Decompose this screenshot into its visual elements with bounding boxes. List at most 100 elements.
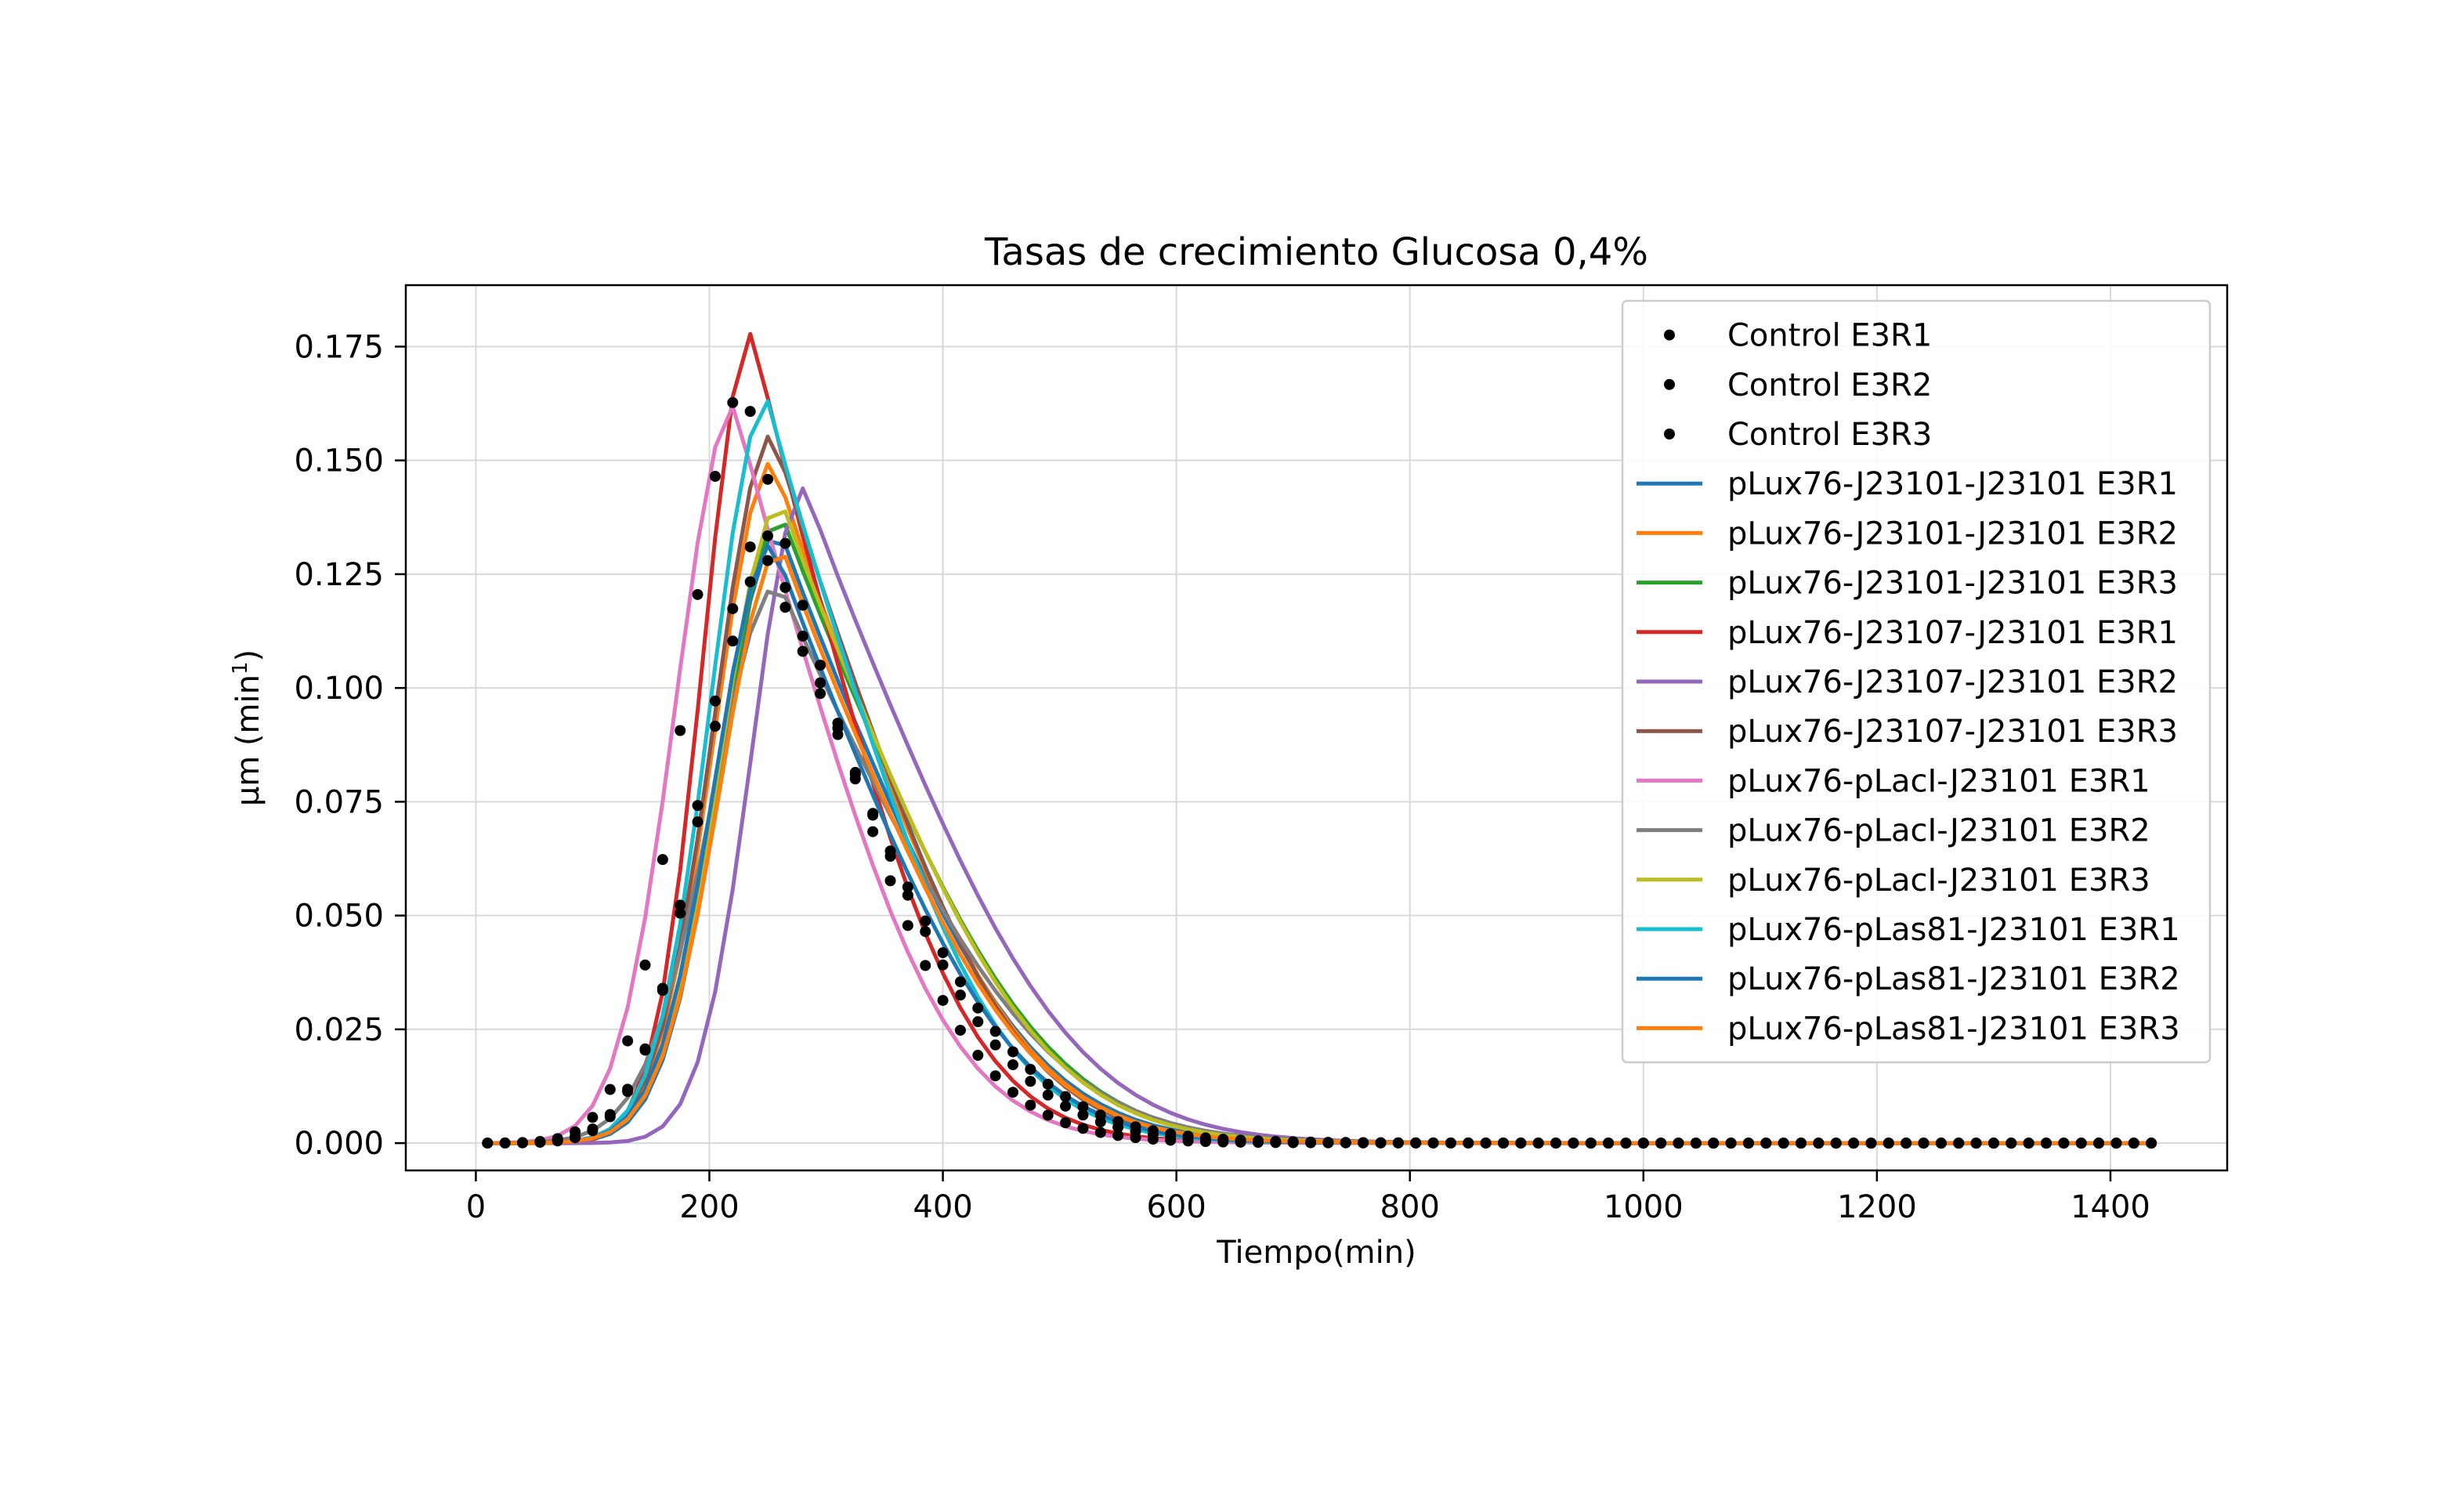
- legend-label: Control E3R3: [1727, 417, 1932, 453]
- data-point: [920, 915, 931, 927]
- data-point: [675, 907, 686, 919]
- data-point: [639, 959, 651, 971]
- data-point: [1007, 1046, 1018, 1058]
- data-point: [1480, 1138, 1492, 1149]
- data-point: [639, 1044, 651, 1056]
- data-point: [815, 688, 826, 700]
- data-point: [622, 1086, 634, 1098]
- legend-label: pLux76-J23107-J23101 E3R1: [1727, 615, 2178, 651]
- data-point: [1305, 1137, 1317, 1148]
- plot-frame: [404, 284, 2229, 1172]
- data-point: [744, 541, 756, 553]
- data-point: [954, 1025, 966, 1036]
- data-point: [797, 630, 808, 642]
- y-tick-label: 0.175: [294, 329, 384, 365]
- legend-label: pLux76-J23101-J23101 E3R2: [1727, 515, 2178, 552]
- data-point: [954, 989, 966, 1001]
- data-point: [815, 677, 826, 689]
- data-point: [1655, 1138, 1667, 1149]
- data-point: [920, 926, 931, 938]
- legend-label: pLux76-J23101-J23101 E3R3: [1727, 566, 2178, 602]
- data-point: [1042, 1109, 1054, 1121]
- axis-ticks: 0 200 400 600 800 1000 1200 1400 0.000 0.025 0.050…: [294, 329, 2150, 1225]
- data-point: [2110, 1138, 2122, 1149]
- data-point: [2128, 1138, 2139, 1149]
- y-tick-label: 0.150: [294, 443, 384, 479]
- data-point: [1165, 1130, 1177, 1142]
- data-point: [797, 599, 808, 611]
- legend-label: pLux76-J23107-J23101 E3R3: [1727, 714, 2178, 750]
- data-point: [1865, 1138, 1877, 1149]
- data-point: [1322, 1137, 1334, 1148]
- data-point: [1270, 1136, 1282, 1148]
- data-point: [1392, 1137, 1404, 1148]
- y-axis-label: μm (min1): [229, 649, 266, 806]
- data-point: [2093, 1138, 2105, 1149]
- data-point: [989, 1025, 1001, 1037]
- data-point: [1497, 1138, 1509, 1149]
- data-point: [867, 809, 879, 821]
- data-point: [1918, 1138, 1930, 1149]
- y-tick-label: 0.050: [294, 899, 384, 935]
- data-point: [1637, 1138, 1649, 1149]
- data-point: [779, 581, 791, 593]
- data-point: [2075, 1138, 2087, 1149]
- chart-title: Tasas de crecimiento Glucosa 0,4%: [984, 230, 1648, 274]
- legend-label: pLux76-pLas81-J23101 E3R1: [1727, 912, 2180, 948]
- data-point: [2040, 1138, 2052, 1149]
- data-point: [867, 826, 879, 837]
- legend-label: pLux76-pLacI-J23101 E3R3: [1727, 863, 2150, 899]
- data-point: [1042, 1078, 1054, 1090]
- data-point: [1060, 1091, 1072, 1102]
- data-point: [1094, 1127, 1106, 1138]
- data-point: [1935, 1138, 1947, 1149]
- legend-marker: [1664, 329, 1675, 341]
- data-point: [727, 396, 739, 408]
- data-point: [1778, 1138, 1789, 1149]
- y-tick-label: 0.075: [294, 784, 384, 820]
- data-point: [1147, 1129, 1159, 1141]
- x-tick-label: 0: [466, 1189, 486, 1225]
- data-point: [499, 1138, 511, 1149]
- data-point: [1060, 1100, 1072, 1112]
- data-point: [1848, 1138, 1860, 1149]
- data-point: [1007, 1059, 1018, 1071]
- y-tick-label: 0.000: [294, 1126, 384, 1162]
- data-point: [972, 1002, 984, 1014]
- data-point: [2146, 1138, 2157, 1149]
- data-point: [1585, 1138, 1597, 1149]
- data-point: [1077, 1123, 1089, 1134]
- data-point: [902, 920, 913, 931]
- y-axis-label-superscript: 1: [229, 661, 252, 675]
- legend-box: [1621, 299, 2212, 1064]
- legend-label: pLux76-pLas81-J23101 E3R3: [1727, 1011, 2180, 1047]
- data-point: [1235, 1135, 1246, 1147]
- data-point: [1025, 1064, 1036, 1076]
- data-point: [534, 1137, 546, 1148]
- data-point: [709, 471, 721, 483]
- y-tick-label: 0.125: [294, 557, 384, 593]
- data-point: [1987, 1138, 1999, 1149]
- data-point: [1199, 1134, 1211, 1145]
- data-point: [1252, 1136, 1264, 1148]
- data-point: [1094, 1116, 1106, 1128]
- x-axis-label: Tiempo(min): [1216, 1235, 1416, 1271]
- data-point: [744, 406, 756, 418]
- data-point: [884, 850, 896, 862]
- data-point: [517, 1137, 529, 1148]
- data-point: [1025, 1076, 1036, 1087]
- data-point: [587, 1112, 599, 1123]
- data-point: [587, 1125, 599, 1137]
- data-point: [1358, 1137, 1369, 1148]
- data-point: [1953, 1138, 1965, 1149]
- legend-label: pLux76-pLacI-J23101 E3R1: [1727, 763, 2150, 799]
- data-point: [972, 1016, 984, 1028]
- data-point: [656, 854, 668, 866]
- data-point: [709, 695, 721, 707]
- data-point: [552, 1135, 563, 1147]
- data-point: [482, 1138, 494, 1149]
- data-point: [1532, 1138, 1544, 1149]
- data-point: [1760, 1138, 1772, 1149]
- y-tick-label: 0.025: [294, 1012, 384, 1048]
